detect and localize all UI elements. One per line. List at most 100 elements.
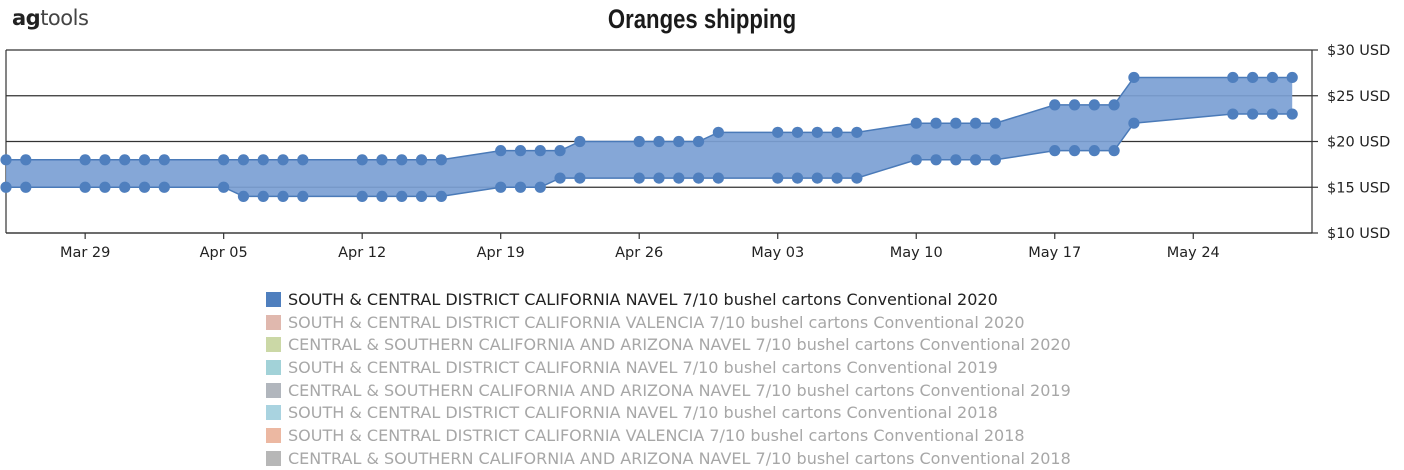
low-point <box>1128 117 1140 129</box>
low-point <box>277 190 289 202</box>
high-point <box>633 135 645 148</box>
low-point <box>574 172 586 184</box>
low-point <box>633 172 645 184</box>
legend-item[interactable]: CENTRAL & SOUTHERN CALIFORNIA AND ARIZON… <box>266 379 1071 402</box>
legend-item[interactable]: SOUTH & CENTRAL DISTRICT CALIFORNIA NAVE… <box>266 288 1071 311</box>
low-point <box>1266 108 1279 120</box>
high-point <box>791 126 804 138</box>
low-point <box>1227 108 1239 120</box>
y-tick-label: $20 USD <box>1327 135 1390 151</box>
legend-item[interactable]: SOUTH & CENTRAL DISTRICT CALIFORNIA VALE… <box>266 424 1071 447</box>
high-point <box>1227 71 1239 84</box>
low-point <box>950 154 962 166</box>
x-tick-label: Apr 19 <box>477 245 525 261</box>
high-point <box>910 117 922 129</box>
x-tick-label: Apr 12 <box>338 245 386 261</box>
high-point <box>692 135 705 148</box>
low-point <box>811 172 823 184</box>
high-point <box>20 154 32 166</box>
legend-swatch <box>266 427 281 443</box>
legend-swatch <box>266 359 281 375</box>
low-point <box>237 190 250 202</box>
legend-item[interactable]: SOUTH & CENTRAL DISTRICT CALIFORNIA NAVE… <box>266 356 1071 379</box>
high-point <box>851 126 863 138</box>
high-point <box>514 145 527 157</box>
high-point <box>376 154 388 166</box>
low-point <box>158 181 170 193</box>
high-point <box>712 126 724 138</box>
high-point <box>495 145 507 157</box>
agtools-logo[interactable]: agtools <box>12 6 89 30</box>
low-point <box>930 154 942 166</box>
high-point <box>356 154 368 166</box>
low-point <box>119 181 131 193</box>
high-point <box>158 154 170 166</box>
low-point <box>692 172 705 184</box>
low-point <box>99 181 111 193</box>
low-point <box>218 181 230 193</box>
low-point <box>1049 145 1061 157</box>
logo-text-bold: ag <box>12 6 41 30</box>
low-point <box>138 181 151 193</box>
high-point <box>237 154 250 166</box>
low-point <box>673 172 685 184</box>
legend-item[interactable]: CENTRAL & SOUTHERN CALIFORNIA AND ARIZON… <box>266 333 1071 356</box>
high-point <box>653 135 665 148</box>
series-range-band <box>6 77 1293 197</box>
high-point <box>415 154 428 166</box>
high-point <box>277 154 289 166</box>
low-point <box>989 154 1001 166</box>
low-point <box>772 172 784 184</box>
low-point <box>1088 145 1100 157</box>
high-point <box>138 154 151 166</box>
high-point <box>1286 71 1298 84</box>
chart-legend: SOUTH & CENTRAL DISTRICT CALIFORNIA NAVE… <box>266 288 1071 470</box>
legend-label: SOUTH & CENTRAL DISTRICT CALIFORNIA VALE… <box>288 312 1025 332</box>
legend-label: SOUTH & CENTRAL DISTRICT CALIFORNIA NAVE… <box>288 357 998 377</box>
legend-label: CENTRAL & SOUTHERN CALIFORNIA AND ARIZON… <box>288 448 1071 468</box>
legend-label: CENTRAL & SOUTHERN CALIFORNIA AND ARIZON… <box>288 380 1071 400</box>
y-tick-label: $30 USD <box>1327 43 1390 59</box>
high-point <box>989 117 1001 129</box>
low-point <box>970 154 982 166</box>
legend-item[interactable]: SOUTH & CENTRAL DISTRICT CALIFORNIA NAVE… <box>266 401 1071 424</box>
high-point <box>930 117 942 129</box>
legend-swatch <box>266 314 281 330</box>
low-point <box>415 190 428 202</box>
low-point <box>831 172 843 184</box>
legend-label: SOUTH & CENTRAL DISTRICT CALIFORNIA VALE… <box>288 425 1025 445</box>
high-point <box>435 154 447 166</box>
legend-swatch <box>266 405 281 421</box>
high-point <box>79 154 91 166</box>
legend-item[interactable]: CENTRAL & SOUTHERN CALIFORNIA AND ARIZON… <box>266 447 1071 470</box>
low-point <box>534 181 546 193</box>
high-point <box>1088 99 1100 111</box>
high-point <box>772 126 784 138</box>
logo-text-light: tools <box>40 6 89 30</box>
high-point <box>1049 99 1061 111</box>
low-point <box>910 154 922 166</box>
high-point <box>1266 71 1279 84</box>
low-point <box>376 190 388 202</box>
low-point <box>79 181 91 193</box>
legend-label: SOUTH & CENTRAL DISTRICT CALIFORNIA NAVE… <box>288 289 998 309</box>
high-point <box>534 145 546 157</box>
x-tick-label: May 10 <box>890 245 943 261</box>
legend-swatch <box>266 337 281 353</box>
low-point <box>791 172 804 184</box>
chart-title: Oranges shipping <box>607 4 797 34</box>
high-point <box>554 145 566 157</box>
high-point <box>574 135 586 148</box>
legend-swatch <box>266 382 281 398</box>
low-point <box>1108 145 1120 157</box>
high-point <box>257 154 269 166</box>
high-point <box>1108 99 1120 111</box>
high-point <box>831 126 843 138</box>
x-tick-label: Apr 26 <box>615 245 663 261</box>
legend-label: SOUTH & CENTRAL DISTRICT CALIFORNIA NAVE… <box>288 403 998 423</box>
high-point <box>1247 71 1259 84</box>
high-point <box>811 126 823 138</box>
high-point <box>950 117 962 129</box>
legend-item[interactable]: SOUTH & CENTRAL DISTRICT CALIFORNIA VALE… <box>266 311 1071 334</box>
y-tick-label: $10 USD <box>1327 226 1390 242</box>
